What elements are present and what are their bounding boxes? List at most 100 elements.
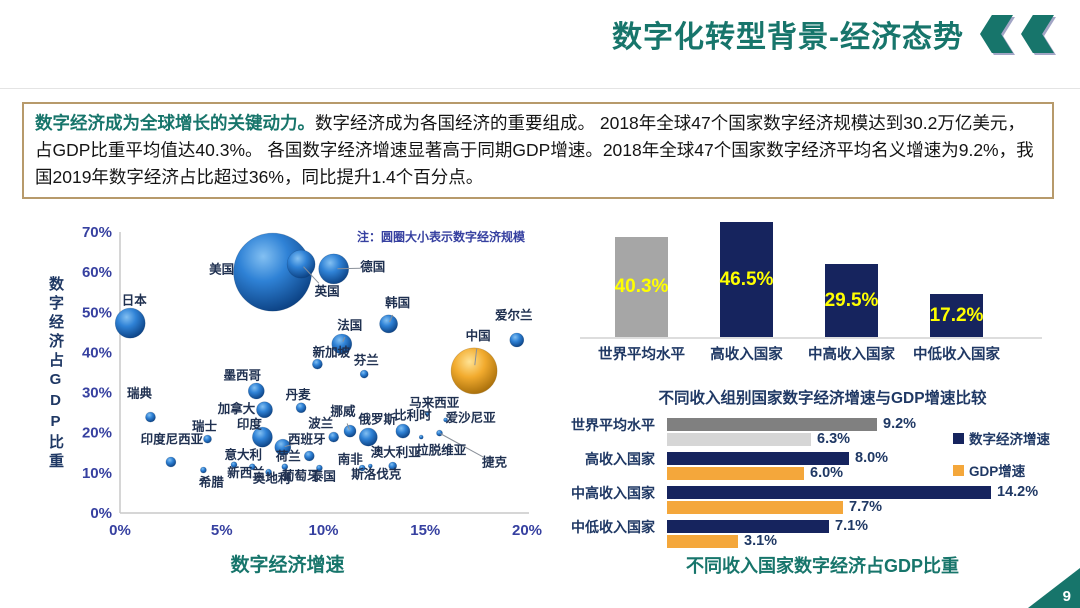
bubble-point <box>418 434 424 440</box>
bubble-label: 俄罗斯 <box>358 411 397 426</box>
growth-compare-plot: 世界平均水平 9.2% 6.3% 高收入国家 8.0% 6.0% 中高收入国家 14.2% 7.… <box>565 386 1080 552</box>
bubble-point <box>256 401 273 419</box>
leader-line <box>284 443 296 448</box>
chevron-left-icon <box>1021 15 1054 53</box>
hbar-digital-bar <box>667 418 877 431</box>
bubble-point <box>331 333 353 355</box>
leader-line <box>337 267 361 270</box>
bubble-label: 墨西哥 <box>224 368 262 382</box>
bubble-label: 奥地利 <box>253 470 291 485</box>
bubble-point <box>252 426 273 448</box>
bubble-label: 荷兰 <box>275 448 302 463</box>
right-column-caption: 不同收入国家数字经济占GDP比重 <box>685 556 959 576</box>
hbar-value-label: 14.2% <box>997 484 1039 500</box>
row-category-label: 中低收入国家 <box>571 519 655 535</box>
page-number: 9 <box>1062 588 1071 605</box>
bubble-label: 葡萄牙 <box>281 468 320 483</box>
y-tick-label: 60% <box>82 264 112 281</box>
legend-swatch <box>953 432 964 444</box>
leader-line <box>346 423 350 430</box>
hbar-value-label: 3.1% <box>744 533 778 549</box>
growth-compare-chart: 不同收入组别国家数字经济增速与GDP增速比较 世界平均水平 9.2% 6.3% 高收入… <box>565 386 1080 552</box>
bubble-label: 捷克 <box>482 454 508 469</box>
hbar-value-label: 6.3% <box>817 431 851 447</box>
bubble-point <box>424 411 430 417</box>
hbar-value-label: 8.0% <box>855 450 889 466</box>
bubble-point <box>200 466 207 474</box>
bar-4: 17.2% <box>930 294 983 337</box>
y-tick-label: 30% <box>82 385 112 402</box>
leader-line <box>303 266 320 284</box>
bar-value-label: 29.5% <box>824 289 879 311</box>
x-tick-label: 5% <box>211 522 233 539</box>
bubble-point <box>265 468 272 476</box>
bubble-label: 意大利 <box>225 447 263 462</box>
hbar-gdp-bar <box>667 467 804 480</box>
bubble-label: 南非 <box>338 451 364 466</box>
bar-1: 40.3% <box>615 237 668 337</box>
bubble-point <box>367 463 373 469</box>
bubble-point <box>145 411 156 423</box>
row-category-label: 世界平均水平 <box>571 417 655 433</box>
bubble-point <box>286 249 316 279</box>
bubble-point <box>281 463 289 471</box>
leader-line <box>342 336 346 342</box>
bubble-point <box>443 417 448 423</box>
double-chevron-icon <box>980 15 1054 53</box>
y-tick-label: 10% <box>82 465 112 482</box>
hbar-value-label: 9.2% <box>883 416 917 432</box>
y-tick-label: 0% <box>90 505 112 522</box>
growth-compare-title: 不同收入组别国家数字经济增速与GDP增速比较 <box>658 390 987 407</box>
bubble-point <box>359 369 369 379</box>
y-tick-label: 70% <box>82 224 112 241</box>
bubble-label: 斯洛伐克 <box>351 466 402 481</box>
hbar-digital-bar <box>667 520 829 533</box>
bubble-point <box>388 461 398 471</box>
header-divider <box>0 88 1080 89</box>
bubble-label: 中国 <box>466 328 491 343</box>
bar-category-label: 高收入国家 <box>710 347 783 363</box>
bubble-size-note: 注：圆圈大小表示数字经济规模 <box>357 229 526 244</box>
bubble-label: 希腊 <box>198 474 225 489</box>
bubble-label: 德国 <box>360 259 385 274</box>
gdp-share-bar-chart: 40.3% 世界平均水平 46.5% 高收入国家 29.5% 中高收入国家 17.2% 中低收… <box>560 215 1060 380</box>
bubble-point <box>328 431 340 443</box>
bubble-label: 新西兰 <box>227 465 265 480</box>
bubble-point <box>509 332 525 348</box>
bubble-label: 泰国 <box>310 468 336 483</box>
bar-value-label: 17.2% <box>929 304 984 326</box>
x-tick-label: 15% <box>410 522 440 539</box>
bubble-point <box>312 358 323 370</box>
bubble-point <box>343 424 357 438</box>
bubble-point <box>248 382 265 400</box>
x-tick-label: 10% <box>308 522 338 539</box>
chevron-left-icon <box>980 15 1013 53</box>
bar-value-label: 46.5% <box>719 268 774 290</box>
bubble-y-axis-title: 数字经济占GDP比重 <box>47 276 64 472</box>
leader-line <box>439 433 485 458</box>
hbar-digital-bar <box>667 452 849 465</box>
hbar-digital-bar <box>667 486 991 499</box>
bar-3: 29.5% <box>825 264 878 337</box>
bubble-label: 瑞士 <box>192 418 218 433</box>
bubble-label: 西班牙 <box>288 431 326 446</box>
bar-category-label: 中高收入国家 <box>808 347 895 363</box>
baseline-axis <box>580 337 1042 339</box>
bubble-point <box>165 456 177 468</box>
bar-value-label: 40.3% <box>614 276 669 297</box>
leader-line <box>474 348 478 366</box>
bubble-label: 挪威 <box>330 403 356 418</box>
y-tick-label: 20% <box>82 425 112 442</box>
hbar-value-label: 7.1% <box>835 518 869 534</box>
bubble-label: 法国 <box>337 317 362 332</box>
bubble-point <box>230 461 238 469</box>
summary-body: 数字经济成为各国经济的重要组成。 2018年全球47个国家数字经济规模达到30.… <box>35 113 1034 187</box>
leader-line <box>389 314 394 323</box>
bubble-label: 爱尔兰 <box>495 307 533 322</box>
bubble-chart: 0% 10% 20% 30% 40% 50% 60% 70% 0% 5% 10% 15% 20% 注：圆圈… <box>82 224 542 539</box>
bar-category-label: 中低收入国家 <box>913 347 1000 363</box>
bubble-point <box>316 464 323 472</box>
hbar-gdp-bar <box>667 535 738 548</box>
bubble-label: 马来西亚 <box>409 395 460 410</box>
